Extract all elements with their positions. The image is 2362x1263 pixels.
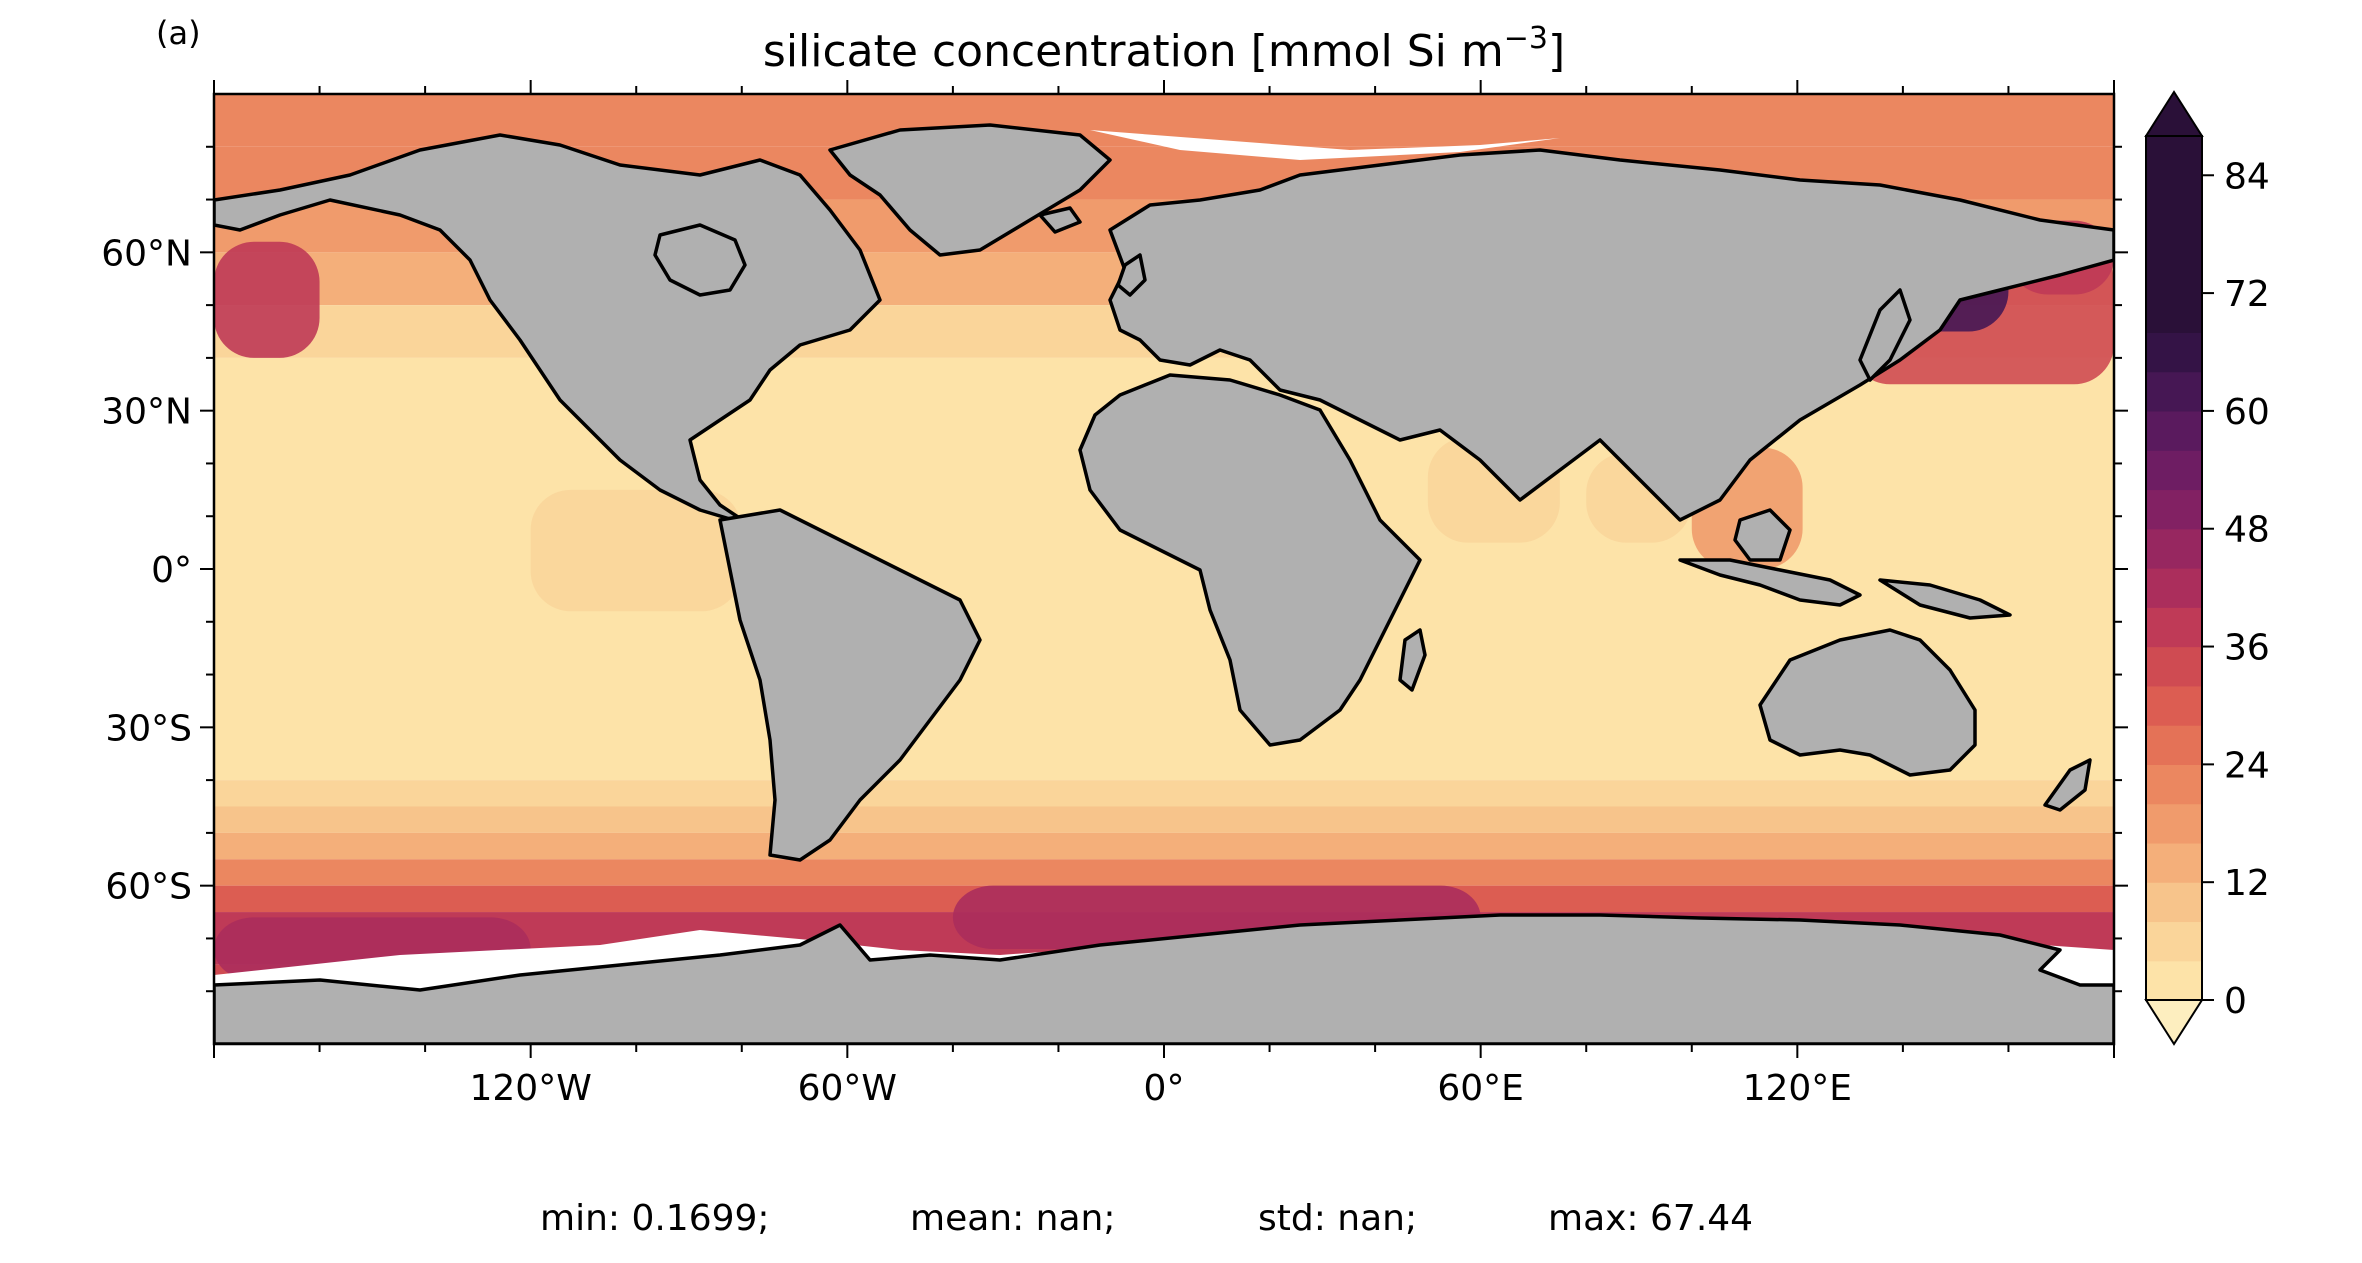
british-isles [1116,253,1147,297]
madagascar [1398,628,1427,692]
colorbar-level [2146,842,2202,883]
colorbar-level [2146,882,2202,923]
colorbar-frame [2145,135,2203,1001]
colorbar-extend-max [2144,90,2204,137]
colorbar-level [2146,607,2202,648]
hudson-bay-outline [653,223,747,297]
stat-max: max: 67.44 [1548,1198,1753,1239]
new-zealand [2043,758,2092,812]
lon-tick-label: 60°E [1437,1068,1524,1109]
colorbar-ticks: 0 12 24 36 48 60 72 84 [2202,156,2270,1022]
stat-min: min: 0.1699; [540,1198,770,1239]
colorbar-tick-label: 72 [2224,274,2270,315]
ocean-patch-north-pacific-east [214,241,320,358]
colorbar-extend-min [2144,999,2204,1046]
ocean-patch-eastern-tropical-pacific [530,489,742,612]
ocean-band-6 [214,780,2114,807]
title-main: silicate concentration [mmol Si m [763,26,1504,77]
ocean-band-7 [214,806,2114,833]
panel-label: (a) [156,14,201,52]
ocean-field [214,94,2114,1044]
colorbar-levels [2146,136,2202,1001]
colorbar-level [2146,371,2202,412]
africa [1078,373,1422,747]
colorbar-level [2146,803,2202,844]
colorbar-level [2146,921,2202,962]
land-masses [214,123,2114,1044]
lon-tick-label: 60°W [798,1068,897,1109]
colorbar-level [2146,568,2202,608]
south-america [718,508,982,862]
lon-tick-label: 0° [1144,1068,1185,1109]
japan [1858,288,1912,382]
latitude-axis: 60°N 30°N 0° 30°S 60°S [101,145,2128,993]
colorbar-level [2146,685,2202,726]
colorbar-tick-label: 84 [2224,156,2270,197]
colorbar-level [2146,293,2202,333]
arctic-ice-edge [1090,130,1560,160]
colorbar-tick-label: 36 [2224,628,2270,669]
colorbar-level [2146,253,2202,294]
colorbar-level [2146,764,2202,805]
antarctica [214,913,2114,1044]
colorbar-level [2146,332,2202,373]
colorbar-level [2146,410,2202,451]
lat-tick-label: 60°S [105,867,192,908]
colorbar-level [2146,175,2202,216]
colorbar-tick-label: 24 [2224,745,2270,786]
colorbar-tick-label: 48 [2224,510,2270,551]
colorbar-level [2146,960,2202,1001]
colorbar-level [2146,450,2202,491]
new-guinea [1878,578,2012,620]
colorbar-level [2146,136,2202,176]
colorbar-tick-label: 0 [2224,981,2247,1022]
europe-asia [1108,148,2114,522]
iceland [1038,206,1082,234]
title-end: ] [1548,26,1565,77]
colorbar-level [2146,214,2202,255]
greenland [828,123,1112,257]
lat-tick-label: 0° [151,550,192,591]
stat-mean: mean: nan; [910,1198,1116,1239]
colorbar-tick-label: 60 [2224,392,2270,433]
lat-tick-label: 30°S [105,708,192,749]
map-title: silicate concentration [mmol Si m−3] [763,21,1565,77]
ocean-band-9 [214,859,2114,886]
ocean-band-8 [214,832,2114,860]
indonesia [1678,558,1862,607]
statistics-line: min: 0.1699; mean: nan; std: nan; max: 6… [540,1198,1753,1239]
lat-tick-label: 30°N [101,392,192,433]
lon-tick-label: 120°W [470,1068,592,1109]
colorbar-level [2146,489,2202,530]
colorbar-tick-label: 12 [2224,863,2270,904]
colorbar-level [2146,528,2202,569]
lon-tick-label: 120°E [1743,1068,1852,1109]
stat-std: std: nan; [1258,1198,1417,1239]
colorbar: 0 12 24 36 48 60 72 84 [2144,90,2270,1046]
title-superscript: −3 [1504,21,1548,56]
australia [1758,628,1977,777]
borneo [1733,508,1792,562]
lat-tick-label: 60°N [101,233,192,274]
map-panel: 60°N 30°N 0° 30°S 60°S 120°W 60°W 0° 60°E 120°E [101,80,2128,1109]
colorbar-level [2146,646,2202,687]
longitude-axis: 120°W 60°W 0° 60°E 120°E [213,80,2115,1109]
colorbar-level [2146,725,2202,765]
